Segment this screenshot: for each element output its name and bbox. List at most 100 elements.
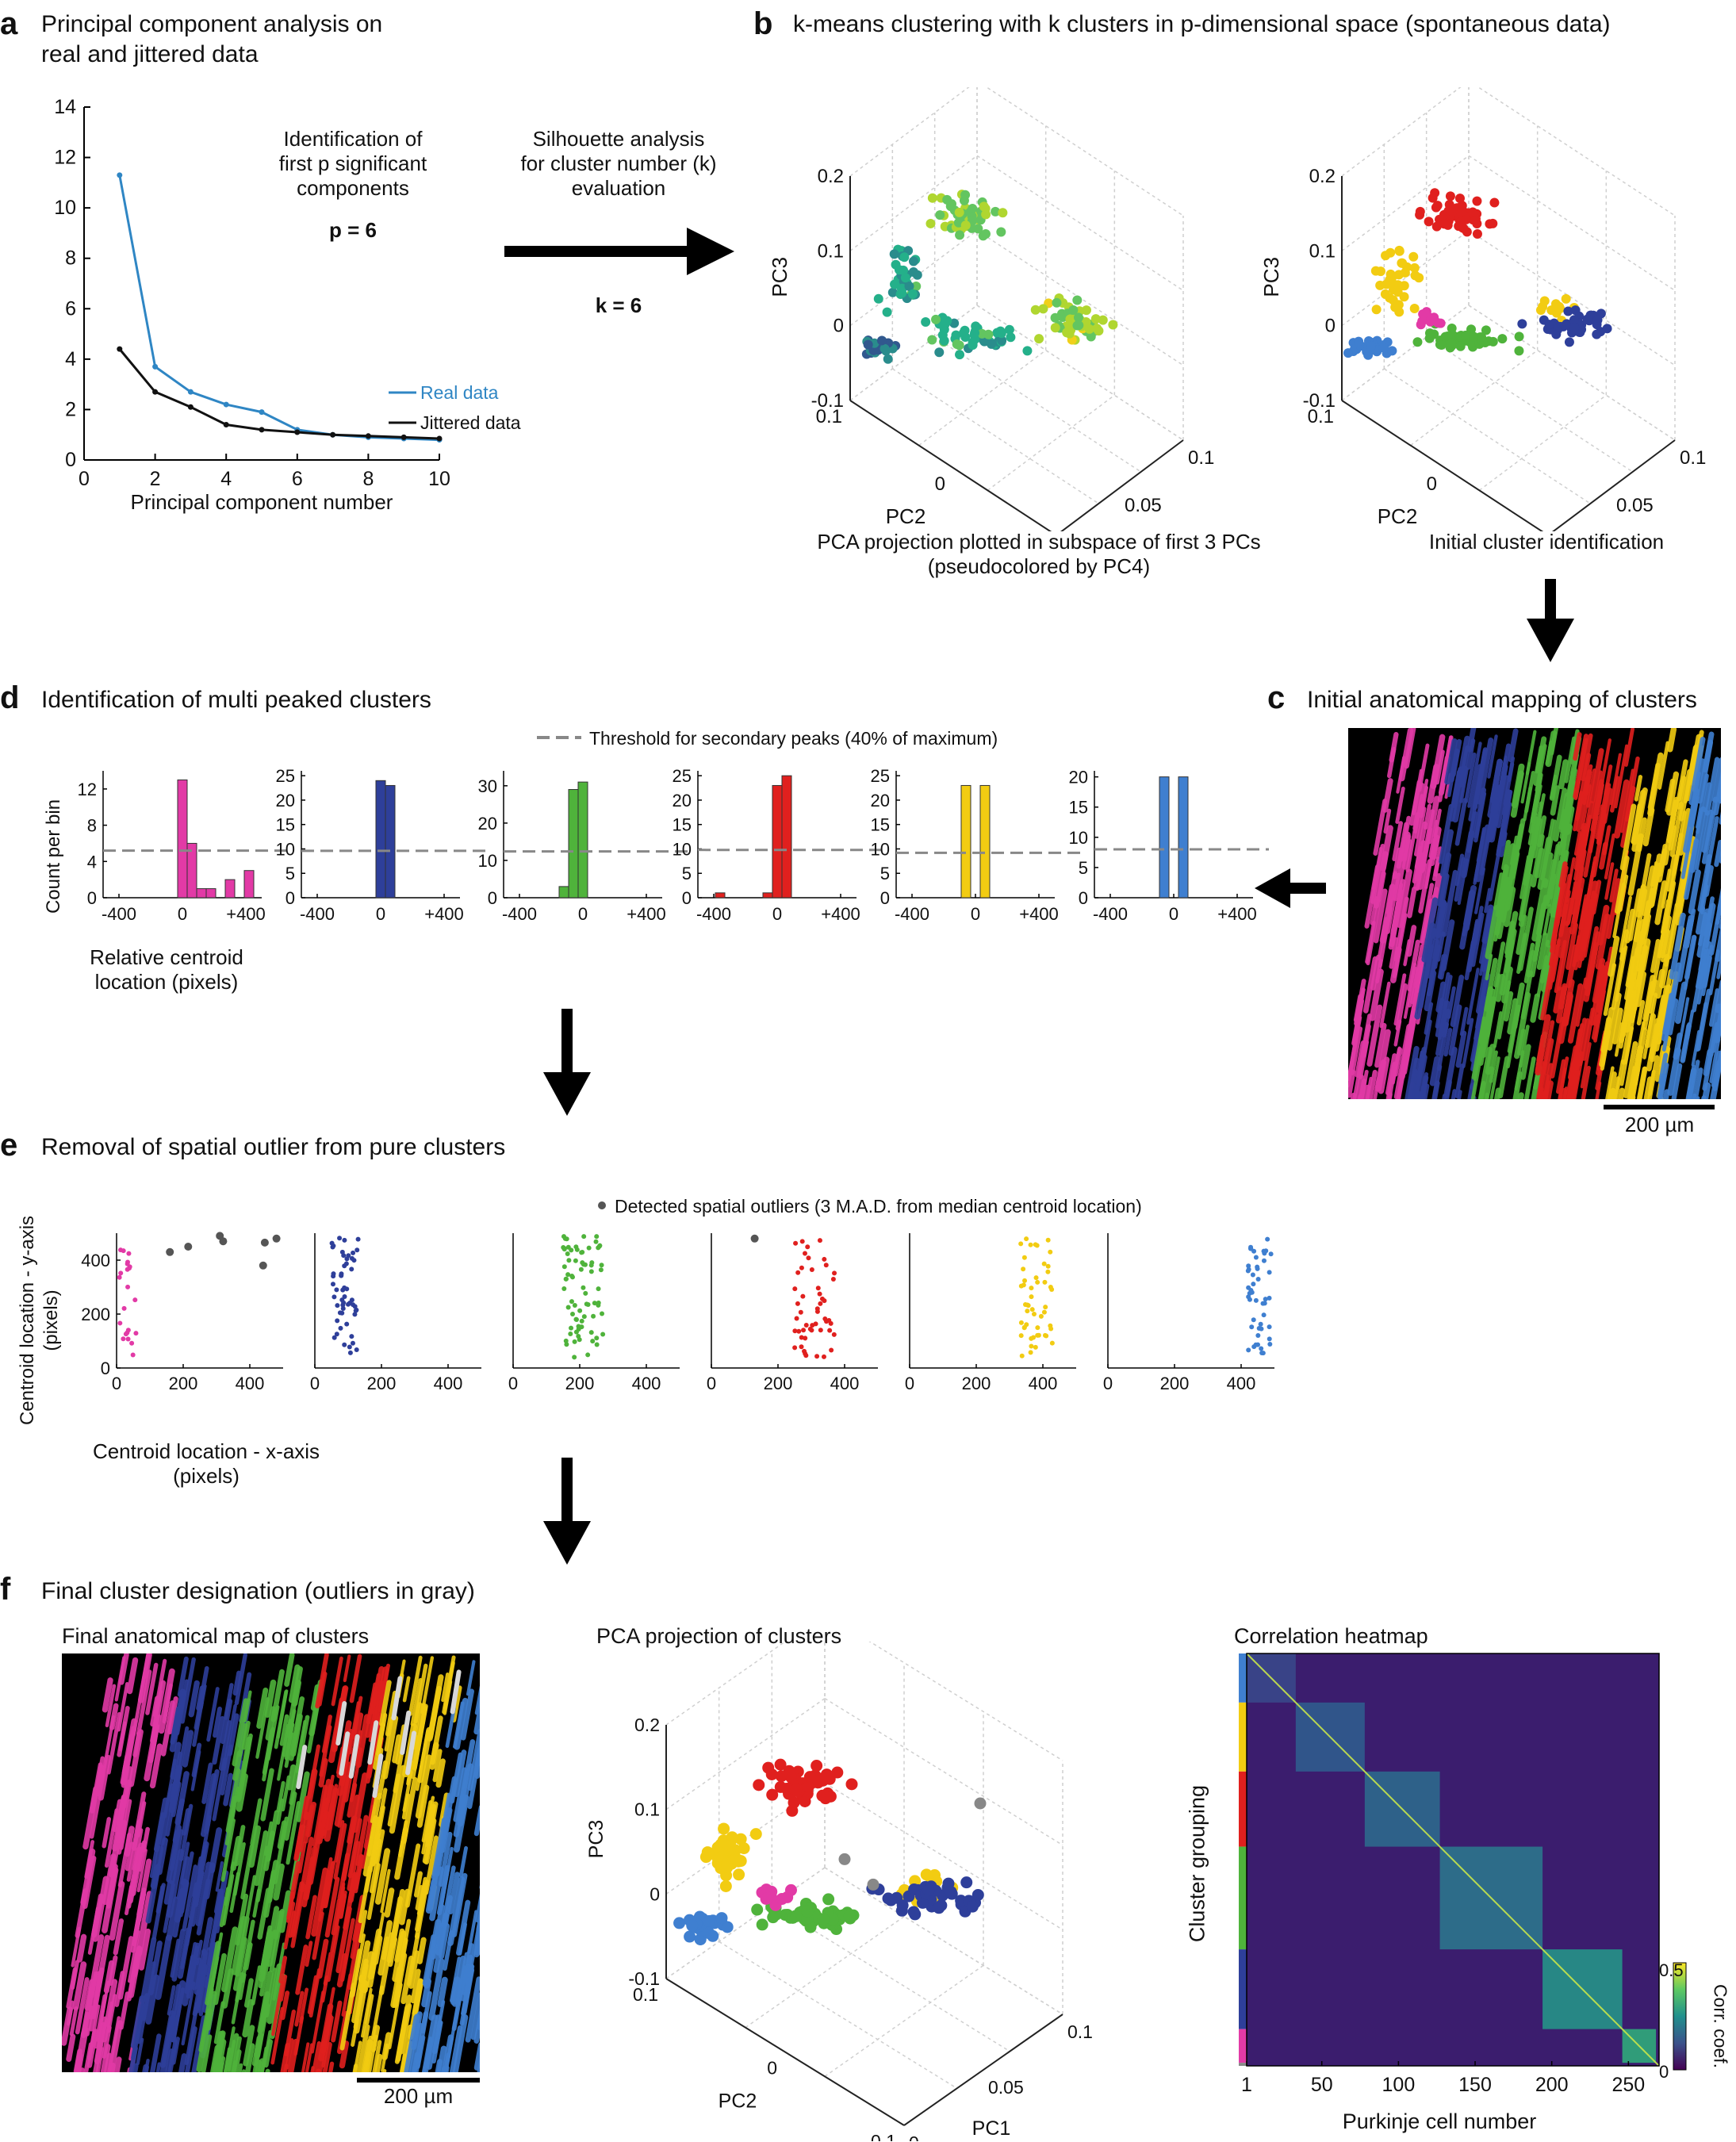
fiber-stroke (422, 2037, 433, 2072)
data-point (935, 210, 945, 220)
fiber-stroke (207, 1918, 219, 1966)
heatmap-x-tick-label: 250 (1611, 2074, 1645, 2096)
data-point (887, 287, 898, 297)
fiber-stroke (1418, 944, 1435, 1009)
fiber-stroke (1489, 1056, 1500, 1099)
data-point (335, 1318, 340, 1324)
data-point (331, 1335, 337, 1340)
fiber-stroke (1485, 988, 1496, 1029)
fiber-stroke (153, 1797, 169, 1853)
arrow-down-icon (543, 1458, 591, 1565)
fiber-stroke (1553, 986, 1563, 1014)
fiber-stroke (1505, 1004, 1521, 1069)
data-point (1018, 1283, 1024, 1289)
fiber-stroke (1507, 998, 1519, 1035)
data-point (894, 265, 904, 275)
fiber-stroke (1435, 749, 1445, 785)
fiber-stroke (1439, 803, 1454, 864)
panel-c-label: c (1267, 680, 1286, 715)
histogram-bar (205, 888, 217, 899)
fiber-stroke (1558, 759, 1569, 790)
fiber-stroke (354, 1980, 369, 2034)
data-point (133, 1331, 139, 1336)
fiber-stroke (136, 1801, 147, 1837)
data-point (1246, 1266, 1251, 1272)
fiber-stroke (95, 1756, 105, 1788)
fiber-stroke (335, 1686, 347, 1726)
fiber-stroke (279, 1974, 288, 2002)
fiber-stroke (335, 1746, 344, 1775)
data-point (349, 1297, 354, 1303)
fiber-stroke (1701, 945, 1714, 997)
x-tick-label: 0 (79, 468, 90, 490)
hist-y-tick-label: 15 (871, 815, 890, 835)
fiber-stroke (311, 1867, 328, 1937)
histogram-bar (762, 892, 773, 899)
fiber-stroke (1405, 984, 1420, 1048)
data-point (569, 1274, 575, 1280)
fiber-stroke (1611, 1007, 1623, 1044)
fiber-stroke (1618, 989, 1633, 1044)
fiber-stroke (338, 1893, 347, 1919)
pc1-tick-label: 0 (909, 2132, 919, 2141)
fiber-stroke (1555, 841, 1566, 886)
data-point (339, 1271, 344, 1277)
fiber-stroke (1590, 770, 1603, 819)
arrow-right-icon (504, 228, 734, 275)
fiber-stroke (1701, 809, 1715, 853)
data-point (806, 1255, 811, 1261)
fiber-stroke (1702, 902, 1716, 948)
data-point (799, 1265, 804, 1270)
fiber-stroke (234, 1653, 247, 1706)
data-point (1255, 1264, 1260, 1270)
fiber-stroke (454, 1697, 469, 1750)
fiber-stroke (316, 1798, 330, 1845)
data-point (561, 1286, 567, 1291)
data-point (344, 1321, 350, 1327)
colorbar-label-wrap: Corr. coef. (1704, 1967, 1736, 2086)
hist-x-tick-label: -400 (895, 904, 929, 924)
fiber-stroke (1599, 841, 1608, 870)
fiber-stroke (312, 1784, 328, 1848)
histogram-bar (224, 879, 236, 899)
data-point (1029, 1294, 1034, 1300)
panel-c-title: Initial anatomical mapping of clusters (1307, 687, 1697, 713)
fiber-stroke (347, 1818, 362, 1879)
fiber-stroke (1540, 955, 1549, 984)
fiber-stroke (465, 1976, 480, 2043)
fiber-stroke (219, 1887, 231, 1928)
outlier-fiber (450, 1669, 462, 1715)
fiber-stroke (1601, 787, 1613, 825)
data-point (818, 1328, 823, 1333)
hist-x-tick-label: +400 (627, 904, 666, 924)
outlier-point (260, 1238, 269, 1247)
data-point (223, 401, 229, 408)
fiber-stroke (369, 1835, 379, 1873)
hist-y-tick-label: 25 (276, 766, 295, 786)
data-point (331, 1294, 337, 1300)
data-point (342, 1285, 347, 1290)
fiber-stroke (296, 1771, 310, 1822)
fiber-stroke (191, 1742, 202, 1778)
fiber-stroke (431, 2020, 443, 2064)
fiber-stroke (243, 1978, 254, 2008)
data-point (121, 1305, 127, 1311)
data-point (1246, 1347, 1251, 1353)
fiber-stroke (1669, 912, 1686, 980)
fiber-stroke (1395, 983, 1408, 1031)
data-point (592, 1301, 597, 1306)
fiber-stroke (1714, 840, 1721, 868)
data-point (1592, 315, 1603, 325)
data-point (340, 1305, 346, 1311)
data-point (561, 1234, 566, 1240)
fiber-stroke (287, 1709, 297, 1739)
fiber-stroke (136, 1891, 153, 1956)
outlier-fiber (400, 1710, 412, 1755)
fiber-stroke (1708, 949, 1720, 996)
fiber-stroke (1661, 985, 1677, 1052)
hist-x-tick-label: +400 (226, 904, 266, 924)
scatter-x-tick-label: 200 (764, 1374, 793, 1393)
fiber-stroke (252, 2033, 264, 2072)
data-point (1022, 346, 1033, 356)
scatter-x-tick-label: 0 (112, 1374, 121, 1393)
